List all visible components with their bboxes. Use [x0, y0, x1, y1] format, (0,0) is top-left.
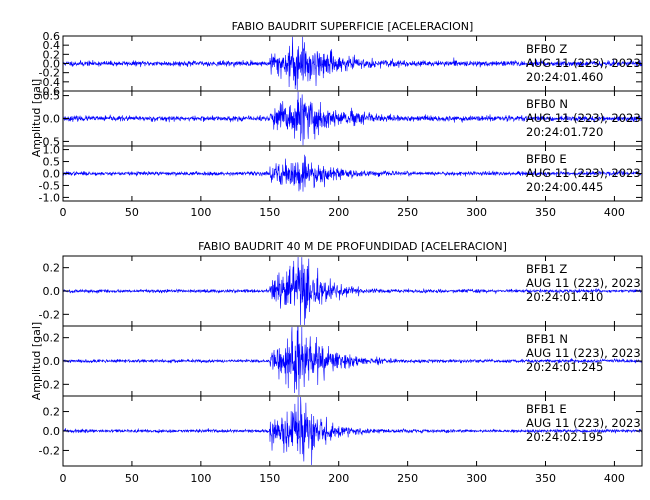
x-tick-label: 350 [535, 206, 556, 219]
trace-date: AUG 11 (223), 2023 [526, 346, 641, 360]
y-tick-label: 0.0 [43, 168, 61, 181]
y-tick-label: 0.0 [43, 58, 61, 71]
station-component-label: BFB1 E [526, 402, 567, 416]
y-tick-label: -0.4 [39, 76, 60, 89]
y-tick-label: -0.2 [39, 444, 60, 457]
x-tick-label: 300 [466, 206, 487, 219]
y-tick-label: 0.2 [43, 332, 61, 345]
station-component-label: BFB0 N [526, 97, 568, 111]
chart-title: FABIO BAUDRIT 40 M DE PROFUNDIDAD [ACELE… [198, 240, 507, 253]
y-tick-label: -0.2 [39, 378, 60, 391]
waveform-trace [62, 154, 643, 192]
station-component-label: BFB0 E [526, 152, 567, 166]
y-tick-label: 1.0 [43, 144, 61, 157]
waveform-trace [62, 36, 643, 91]
y-tick-label: 0.5 [43, 90, 61, 103]
y-tick-label: 0.2 [43, 48, 61, 61]
x-tick-label: 300 [466, 472, 487, 485]
y-tick-label: 0.0 [43, 285, 61, 298]
x-tick-label: 50 [125, 472, 139, 485]
y-tick-label: 0.2 [43, 406, 61, 419]
y-tick-label: 0.4 [43, 39, 61, 52]
y-tick-label: -0.2 [39, 308, 60, 321]
x-tick-label: 200 [328, 472, 349, 485]
y-tick-label: 0.0 [43, 113, 61, 126]
station-component-label: BFB1 N [526, 332, 568, 346]
y-tick-label: 0.5 [43, 156, 61, 169]
trace-date: AUG 11 (223), 2023 [526, 111, 641, 125]
x-tick-label: 400 [604, 206, 625, 219]
trace-date: AUG 11 (223), 2023 [526, 416, 641, 430]
trace-start-time: 20:24:01.460 [526, 70, 603, 84]
trace-start-time: 20:24:00.445 [526, 180, 603, 194]
y-axis-label: Amplitud [gal] [30, 322, 43, 400]
trace-start-time: 20:24:01.720 [526, 125, 603, 139]
y-tick-label: -0.5 [39, 135, 60, 148]
station-component-label: BFB0 Z [526, 42, 567, 56]
x-tick-label: 250 [397, 472, 418, 485]
x-tick-label: 200 [328, 206, 349, 219]
y-tick-label: -0.5 [39, 179, 60, 192]
trace-date: AUG 11 (223), 2023 [526, 56, 641, 70]
y-tick-label: 0.2 [43, 262, 61, 275]
trace-start-time: 20:24:02.195 [526, 430, 603, 444]
waveform-trace [62, 326, 643, 395]
y-axis-label: Amplitud [gal] [30, 79, 43, 157]
waveform-trace [62, 91, 643, 146]
trace-start-time: 20:24:01.410 [526, 290, 603, 304]
x-tick-label: 100 [190, 206, 211, 219]
chart-title: FABIO BAUDRIT SUPERFICIE [ACELERACION] [232, 20, 474, 33]
x-tick-label: 50 [125, 206, 139, 219]
y-tick-label: 0.0 [43, 355, 61, 368]
station-component-label: BFB1 Z [526, 262, 567, 276]
trace-date: AUG 11 (223), 2023 [526, 166, 641, 180]
y-tick-label: -0.2 [39, 67, 60, 80]
waveform-trace [62, 257, 643, 325]
y-tick-label: -0.6 [39, 85, 60, 98]
chart-1: FABIO BAUDRIT SUPERFICIE [ACELERACION] Am… [30, 20, 643, 219]
y-tick-label: -1.0 [39, 191, 60, 204]
x-tick-label: 150 [259, 206, 280, 219]
y-tick-label: 0.0 [43, 425, 61, 438]
x-tick-label: 400 [604, 472, 625, 485]
trace-start-time: 20:24:01.245 [526, 360, 603, 374]
trace-date: AUG 11 (223), 2023 [526, 276, 641, 290]
x-tick-label: 350 [535, 472, 556, 485]
x-tick-label: 0 [60, 472, 67, 485]
x-tick-label: 0 [60, 206, 67, 219]
waveform-trace [62, 397, 643, 465]
y-tick-label: 0.6 [43, 30, 61, 43]
x-tick-label: 150 [259, 472, 280, 485]
x-tick-label: 100 [190, 472, 211, 485]
chart-2: FABIO BAUDRIT 40 M DE PROFUNDIDAD [ACELE… [30, 240, 643, 485]
x-tick-label: 250 [397, 206, 418, 219]
